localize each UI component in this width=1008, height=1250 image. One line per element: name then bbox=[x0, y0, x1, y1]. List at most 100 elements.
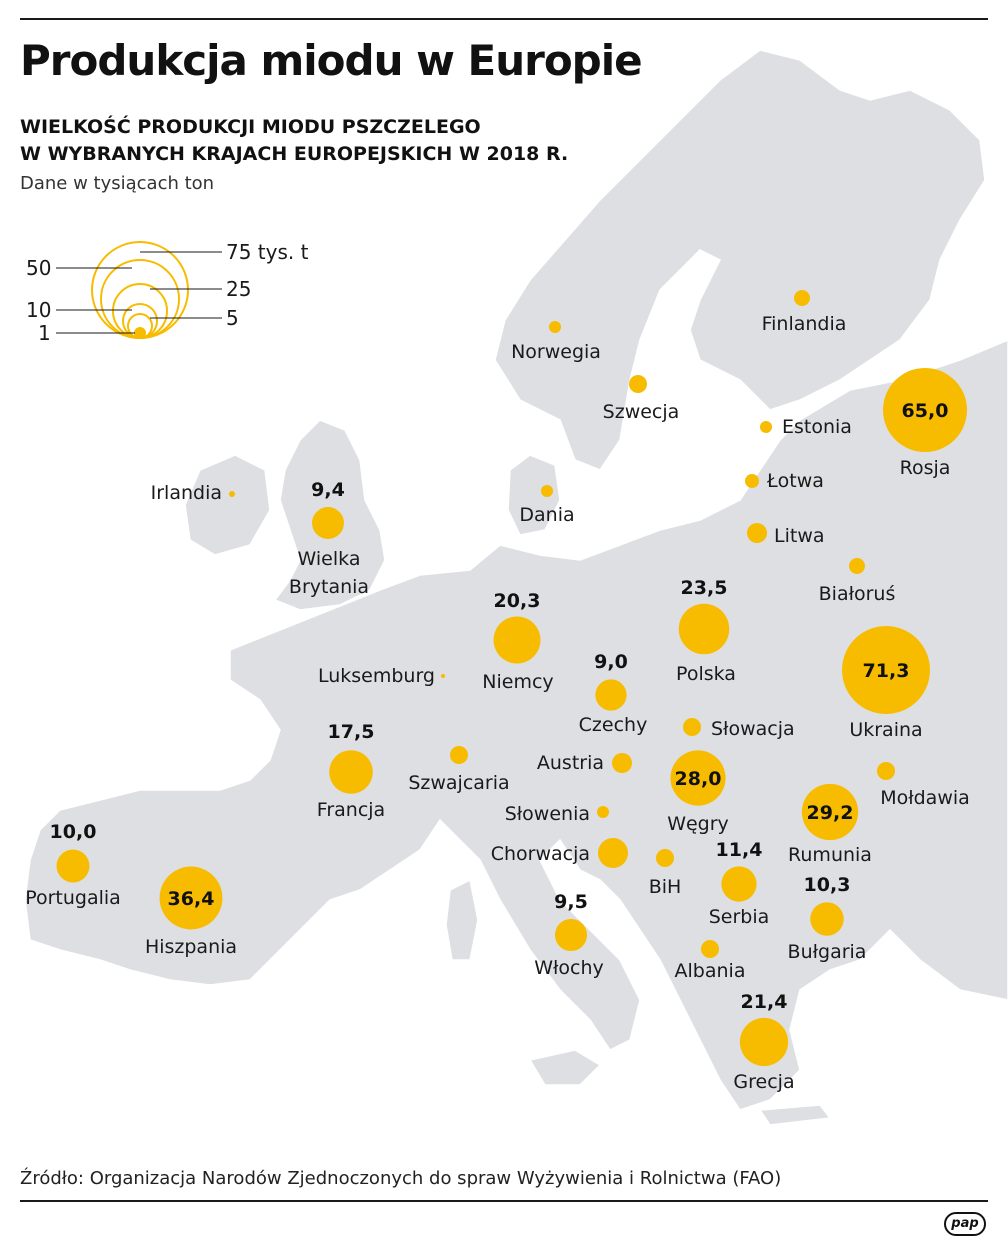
land-scandinavia bbox=[494, 49, 986, 471]
country-label-rumunia: Rumunia bbox=[788, 844, 872, 866]
country-label-wlochy: Włochy bbox=[534, 957, 604, 979]
country-label-wielka-brytania: Wielka Brytania bbox=[289, 548, 369, 598]
country-label-wegry: Węgry bbox=[667, 813, 729, 835]
bubble-wielka-brytania bbox=[312, 507, 344, 539]
bubble-litwa bbox=[747, 523, 767, 543]
country-label-ukraina: Ukraina bbox=[849, 719, 922, 741]
value-label-ukraina: 71,3 bbox=[863, 660, 910, 682]
bubble-grecja bbox=[739, 1017, 789, 1067]
value-label-bulgaria: 10,3 bbox=[804, 874, 851, 896]
subtitle: WIELKOŚĆ PRODUKCJI MIODU PSZCZELEGO W WY… bbox=[20, 114, 620, 168]
country-label-portugalia: Portugalia bbox=[25, 887, 121, 909]
country-bubbles: Rosja 65,0 Ukraina 71,3 Hiszpania 36,4 Rumunia… bbox=[25, 290, 970, 1093]
value-label-wielka-brytania: 9,4 bbox=[311, 479, 345, 501]
bubble-estonia bbox=[760, 421, 772, 433]
country-label-niemcy: Niemcy bbox=[482, 671, 553, 693]
value-label-grecja: 21,4 bbox=[741, 991, 788, 1013]
bubble-rosja bbox=[882, 367, 968, 453]
bubble-albania bbox=[701, 940, 719, 958]
land-denmark bbox=[507, 454, 561, 536]
country-label-slowenia: Słowenia bbox=[505, 803, 590, 825]
legend-label-10: 10 bbox=[26, 298, 51, 322]
land-sardinia bbox=[445, 878, 479, 961]
legend-circle-1 bbox=[134, 327, 146, 339]
bubble-polska bbox=[678, 603, 730, 655]
legend-circle-75 bbox=[91, 241, 189, 339]
bubble-bulgaria bbox=[810, 902, 844, 936]
bubble-hiszpania bbox=[159, 866, 223, 930]
legend-circle-50 bbox=[100, 259, 180, 339]
bubble-luksemburg bbox=[441, 674, 445, 678]
bubble-szwecja bbox=[629, 375, 647, 393]
value-label-polska: 23,5 bbox=[681, 577, 728, 599]
value-label-rosja: 65,0 bbox=[902, 400, 949, 422]
bubble-bialorus bbox=[849, 558, 865, 574]
country-label-rosja: Rosja bbox=[900, 457, 951, 479]
value-label-rumunia: 29,2 bbox=[807, 802, 854, 824]
country-label-irlandia: Irlandia bbox=[151, 482, 222, 504]
legend-leaders bbox=[56, 251, 222, 334]
bubble-norwegia bbox=[549, 321, 561, 333]
bubble-ukraina bbox=[842, 626, 930, 714]
legend-label-1: 1 bbox=[38, 321, 51, 345]
legend-label-25: 25 bbox=[226, 277, 251, 301]
bubble-serbia bbox=[721, 866, 757, 902]
bubble-irlandia bbox=[229, 491, 235, 497]
bubble-czechy bbox=[595, 679, 627, 711]
bubble-slowacja bbox=[683, 718, 701, 736]
country-label-chorwacja: Chorwacja bbox=[491, 843, 590, 865]
unit-note: Dane w tysiącach ton bbox=[20, 173, 215, 194]
bubble-moldawia bbox=[877, 762, 895, 780]
country-label-austria: Austria bbox=[537, 752, 604, 774]
value-label-niemcy: 20,3 bbox=[494, 590, 541, 612]
country-label-polska: Polska bbox=[676, 663, 736, 685]
legend-label-5: 5 bbox=[226, 306, 239, 330]
legend-label-75: 75 tys. t bbox=[226, 240, 309, 264]
page-title: Produkcja miodu w Europie bbox=[20, 36, 643, 85]
top-rule bbox=[20, 18, 988, 20]
bubble-dania bbox=[541, 485, 553, 497]
country-label-bih: BiH bbox=[649, 876, 682, 898]
country-label-moldawia: Mołdawia bbox=[880, 787, 970, 809]
country-label-slowacja: Słowacja bbox=[711, 718, 795, 740]
country-label-grecja: Grecja bbox=[733, 1071, 794, 1093]
bottom-rule bbox=[20, 1200, 988, 1202]
country-label-bialorus: Białoruś bbox=[819, 583, 896, 605]
bubble-chorwacja bbox=[598, 838, 628, 868]
country-label-norwegia: Norwegia bbox=[511, 341, 601, 363]
subtitle-line-1: WIELKOŚĆ PRODUKCJI MIODU PSZCZELEGO bbox=[20, 116, 481, 138]
country-label-estonia: Estonia bbox=[782, 416, 852, 438]
bubble-austria bbox=[612, 753, 632, 773]
country-label-luksemburg: Luksemburg bbox=[318, 665, 435, 687]
subtitle-line-2: W WYBRANYCH KRAJACH EUROPEJSKICH W 2018 … bbox=[20, 143, 569, 165]
bubble-wlochy bbox=[554, 918, 588, 952]
country-label-czechy: Czechy bbox=[579, 714, 648, 736]
land-ireland bbox=[184, 454, 271, 556]
bubble-wegry bbox=[670, 750, 726, 806]
bubble-francja bbox=[329, 750, 373, 794]
bubble-bih bbox=[656, 849, 674, 867]
country-label-serbia: Serbia bbox=[709, 906, 770, 928]
land-crete bbox=[758, 1104, 832, 1126]
country-label-dania: Dania bbox=[519, 504, 574, 526]
country-label-francja: Francja bbox=[317, 799, 385, 821]
value-label-portugalia: 10,0 bbox=[50, 821, 97, 843]
value-label-serbia: 11,4 bbox=[716, 839, 763, 861]
bubble-lotwa bbox=[745, 474, 759, 488]
bubble-portugalia bbox=[56, 849, 90, 883]
country-label-hiszpania: Hiszpania bbox=[145, 936, 237, 958]
value-label-wlochy: 9,5 bbox=[554, 891, 588, 913]
legend-label-50: 50 bbox=[26, 256, 51, 280]
bubble-finlandia bbox=[794, 290, 810, 306]
country-label-lotwa: Łotwa bbox=[766, 470, 824, 492]
pap-logo: pap bbox=[944, 1212, 986, 1236]
value-label-francja: 17,5 bbox=[328, 721, 375, 743]
value-label-wegry: 28,0 bbox=[675, 768, 722, 790]
value-label-czechy: 9,0 bbox=[594, 651, 628, 673]
value-label-hiszpania: 36,4 bbox=[168, 888, 215, 910]
bubble-niemcy bbox=[493, 616, 541, 664]
bubble-rumunia bbox=[801, 783, 859, 841]
country-label-bulgaria: Bułgaria bbox=[788, 941, 867, 963]
land-sicily bbox=[528, 1049, 602, 1086]
